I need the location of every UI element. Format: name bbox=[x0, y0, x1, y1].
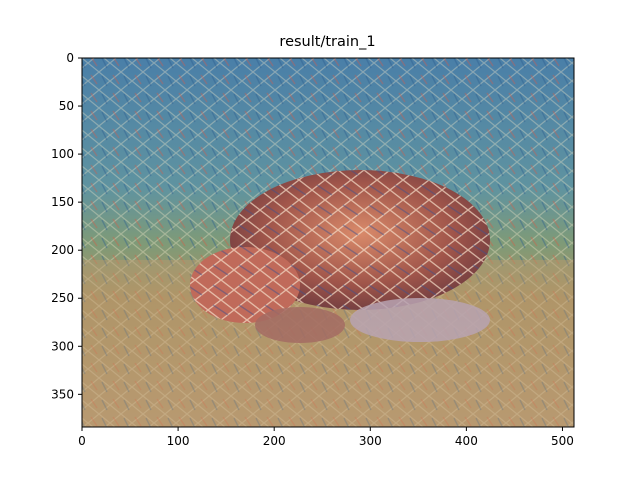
x-tick-label: 300 bbox=[359, 434, 382, 448]
y-tick-label: 250 bbox=[51, 291, 74, 305]
y-tick-label: 0 bbox=[66, 51, 74, 65]
axes-frame bbox=[81, 57, 575, 428]
x-axis: 0 100 200 300 400 500 bbox=[78, 427, 574, 448]
x-tick-label: 400 bbox=[455, 434, 478, 448]
x-tick-label: 100 bbox=[167, 434, 190, 448]
y-tick-label: 300 bbox=[51, 339, 74, 353]
figure-title: result/train_1 bbox=[279, 34, 376, 50]
y-tick-label: 200 bbox=[51, 243, 74, 257]
x-tick-label: 500 bbox=[551, 434, 574, 448]
y-tick-label: 150 bbox=[51, 195, 74, 209]
y-tick-label: 50 bbox=[59, 99, 74, 113]
x-tick-label: 0 bbox=[78, 434, 86, 448]
y-axis: 0 50 100 150 200 250 300 350 bbox=[51, 51, 82, 401]
turtle-image bbox=[82, 58, 574, 427]
y-tick-label: 100 bbox=[51, 147, 74, 161]
y-tick-label: 350 bbox=[51, 387, 74, 401]
x-tick-label: 200 bbox=[263, 434, 286, 448]
